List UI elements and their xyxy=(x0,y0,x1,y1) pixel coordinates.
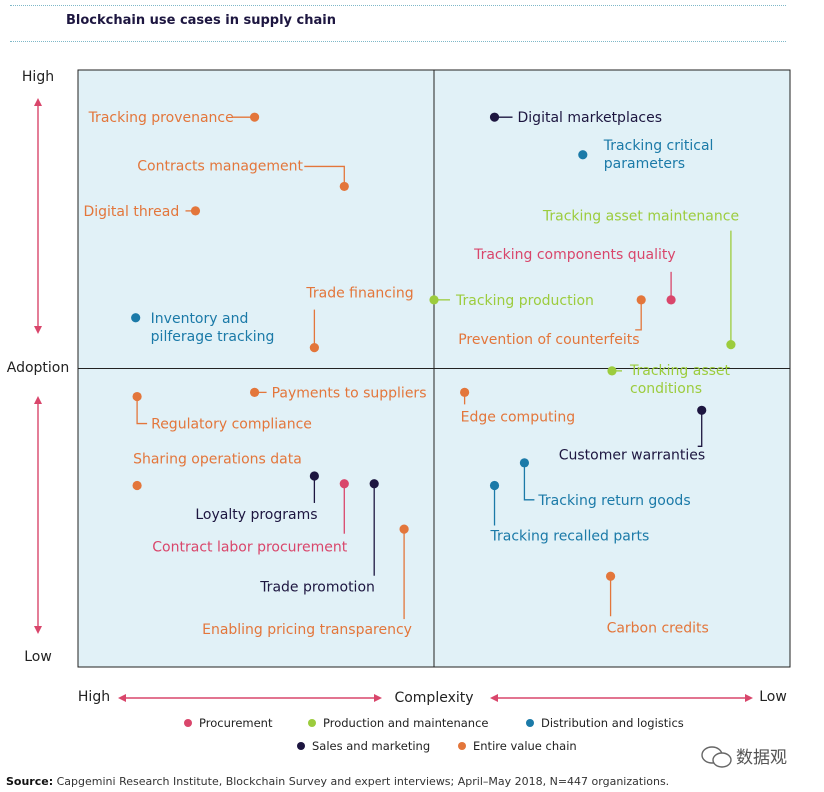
point-trade-financing xyxy=(309,343,319,353)
legend-label-production-and-maintenance: Production and maintenance xyxy=(323,716,488,730)
point-label-contracts-management: Contracts management xyxy=(137,158,303,174)
point-tracking-recalled-parts xyxy=(489,480,500,491)
point-contract-labor-procurement xyxy=(339,479,349,489)
point-label-tracking-components-quality: Tracking components quality xyxy=(473,247,676,263)
source-label: Source: xyxy=(6,775,54,788)
point-label-trade-promotion: Trade promotion xyxy=(259,580,375,596)
point-sharing-operations-data xyxy=(132,480,142,491)
legend-marker-entire-value-chain xyxy=(458,742,466,750)
point-label-enabling-pricing-transparency: Enabling pricing transparency xyxy=(202,622,412,638)
source-note: Source: Capgemini Research Institute, Bl… xyxy=(6,775,669,788)
point-label-tracking-asset-conditions-line1: Tracking asset xyxy=(629,363,731,379)
legend-label-sales-and-marketing: Sales and marketing xyxy=(312,739,430,753)
connector-contracts-management xyxy=(304,165,345,187)
point-prevention-of-counterfeits xyxy=(636,295,646,305)
chart: Tracking provenance Contracts management D… xyxy=(7,69,791,753)
point-label-loyalty-programs: Loyalty programs xyxy=(195,507,317,523)
connector-prevention-of-counterfeits xyxy=(635,299,642,331)
legend-marker-production-and-maintenance xyxy=(308,719,316,727)
point-label-digital-thread: Digital thread xyxy=(83,204,179,220)
title-divider xyxy=(10,41,786,42)
legend-label-entire-value-chain: Entire value chain xyxy=(473,739,577,753)
point-enabling-pricing-transparency xyxy=(399,524,409,534)
point-label-tracking-provenance: Tracking provenance xyxy=(88,110,234,126)
plot-frame xyxy=(77,69,791,668)
point-label-tracking-return-goods: Tracking return goods xyxy=(537,493,690,509)
watermark: 数据观 xyxy=(736,748,787,768)
point-carbon-credits xyxy=(605,571,616,581)
point-tracking-provenance xyxy=(249,112,260,122)
legend-marker-procurement xyxy=(184,719,192,727)
point-label-tracking-recalled-parts: Tracking recalled parts xyxy=(490,529,650,545)
source-text: Capgemini Research Institute, Blockchain… xyxy=(53,775,670,788)
point-inventory-and-pilferage-tracking xyxy=(131,313,141,323)
point-digital-thread xyxy=(190,206,201,216)
y-axis-low-label: Low xyxy=(24,649,52,665)
point-label-payments-to-suppliers: Payments to suppliers xyxy=(272,385,427,401)
legend-marker-sales-and-marketing xyxy=(297,742,305,750)
point-tracking-production xyxy=(429,295,439,305)
point-label-inventory-and-pilferage-tracking-line1: Inventory and xyxy=(151,311,249,327)
point-label-contract-labor-procurement: Contract labor procurement xyxy=(152,540,347,556)
point-label-tracking-asset-maintenance: Tracking asset maintenance xyxy=(542,209,739,225)
point-label-tracking-critical-parameters-line2: parameters xyxy=(604,156,685,172)
point-label-regulatory-compliance: Regulatory compliance xyxy=(151,417,312,433)
point-regulatory-compliance xyxy=(132,391,142,402)
point-label-carbon-credits: Carbon credits xyxy=(607,620,709,636)
point-label-trade-financing: Trade financing xyxy=(305,286,413,302)
point-contracts-management xyxy=(339,181,349,192)
y-axis-high-label: High xyxy=(22,69,54,85)
x-axis-high-label: High xyxy=(78,689,110,705)
top-divider xyxy=(10,5,786,6)
point-tracking-components-quality xyxy=(666,295,676,305)
point-label-tracking-production: Tracking production xyxy=(455,293,594,309)
point-edge-computing xyxy=(460,387,470,397)
point-tracking-asset-maintenance xyxy=(726,340,736,350)
connector-customer-warranties xyxy=(697,410,703,447)
point-label-tracking-asset-conditions-line2: conditions xyxy=(630,381,702,397)
point-digital-marketplaces xyxy=(489,112,500,122)
point-trade-promotion xyxy=(369,479,379,489)
point-tracking-return-goods xyxy=(519,458,530,468)
point-payments-to-suppliers xyxy=(249,387,260,397)
point-label-prevention-of-counterfeits: Prevention of counterfeits xyxy=(458,332,639,348)
point-label-inventory-and-pilferage-tracking-line2: pilferage tracking xyxy=(151,329,275,345)
point-label-edge-computing: Edge computing xyxy=(461,409,575,425)
legend-marker-distribution-and-logistics xyxy=(526,719,534,727)
x-axis-low-label: Low xyxy=(759,689,787,705)
y-axis-title: Adoption xyxy=(7,360,70,376)
point-label-tracking-critical-parameters-line1: Tracking critical xyxy=(603,138,714,154)
point-label-sharing-operations-data: Sharing operations data xyxy=(133,452,302,468)
connector-regulatory-compliance xyxy=(136,396,148,425)
wechat-icon xyxy=(701,746,732,768)
legend-label-distribution-and-logistics: Distribution and logistics xyxy=(541,716,684,730)
point-customer-warranties xyxy=(697,405,707,415)
page-title: Blockchain use cases in supply chain xyxy=(66,13,336,28)
point-tracking-critical-parameters xyxy=(578,150,588,160)
legend-label-procurement: Procurement xyxy=(199,716,273,730)
point-tracking-asset-conditions xyxy=(607,366,617,376)
point-label-customer-warranties: Customer warranties xyxy=(559,447,706,463)
connector-tracking-return-goods xyxy=(523,462,535,501)
point-label-digital-marketplaces: Digital marketplaces xyxy=(518,110,663,126)
point-loyalty-programs xyxy=(309,471,319,481)
x-axis-title: Complexity xyxy=(394,690,473,706)
